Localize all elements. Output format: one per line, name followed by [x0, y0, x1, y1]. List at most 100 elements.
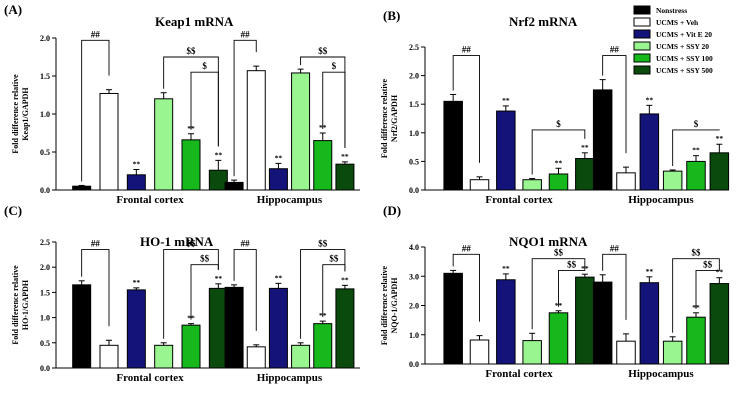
bar — [616, 172, 636, 191]
legend-swatch — [633, 17, 651, 27]
bar — [268, 287, 288, 369]
bar — [592, 89, 613, 191]
bar — [224, 286, 244, 369]
comparison-bracket — [322, 71, 346, 148]
bar — [246, 346, 266, 369]
bar — [335, 288, 355, 369]
bar — [246, 70, 266, 191]
chart-title: HO-1 mRNA — [140, 234, 214, 249]
bar — [224, 181, 244, 191]
y-tick-label: 2.0 — [409, 72, 419, 81]
bracket-label: ## — [610, 45, 620, 55]
y-tick-label: 0.0 — [409, 360, 419, 369]
bar — [291, 72, 311, 191]
y-axis-label: Fold difference relative — [380, 265, 389, 345]
y-tick-label: 0.5 — [40, 339, 50, 348]
comparison-bracket — [163, 249, 219, 339]
bracket-label: $ — [556, 119, 561, 129]
legend-entry: Nonstress — [656, 6, 687, 15]
category-label: Frontal cortex — [485, 368, 553, 380]
category-label: Hippocampus — [628, 368, 694, 380]
bracket-label: $$ — [567, 259, 577, 269]
significance-label: ** — [341, 152, 349, 161]
significance-label: ** — [692, 146, 700, 155]
comparison-bracket — [531, 258, 586, 330]
bracket-label: $ — [332, 61, 337, 71]
bar — [469, 179, 490, 191]
bar — [686, 316, 706, 365]
comparison-bracket — [452, 253, 480, 322]
bar — [709, 152, 730, 191]
significance-label: ** — [275, 153, 283, 162]
bracket-label: $$ — [703, 259, 713, 269]
bar — [126, 174, 146, 191]
significance-label: ** — [502, 264, 510, 273]
bar — [335, 163, 355, 191]
y-tick-label: 0.5 — [40, 148, 50, 157]
comparison-bracket — [81, 39, 110, 182]
significance-label: ** — [716, 134, 724, 143]
chart-panel-0: (A) Keap1 mRNA Fold difference relative Kea… — [4, 2, 360, 206]
bracket-label: ## — [462, 45, 472, 55]
bar — [592, 281, 613, 365]
bracket-label: $$ — [554, 248, 564, 258]
comparison-bracket — [672, 129, 720, 166]
chart-title: NQO1 mRNA — [509, 234, 588, 249]
bar — [496, 279, 516, 365]
y-tick-label: 1.0 — [409, 331, 419, 340]
panel-letter: (B) — [383, 8, 400, 23]
comparison-bracket — [233, 39, 257, 177]
legend-swatch — [633, 53, 651, 63]
bar — [522, 340, 542, 365]
bracket-label: $$ — [200, 254, 210, 264]
panel-letter: (C) — [4, 203, 22, 218]
legend-swatch — [633, 41, 651, 51]
comparison-bracket — [558, 260, 586, 307]
legend-entry: UCMS + Veh — [656, 18, 699, 27]
significance-label: ** — [275, 273, 283, 282]
bracket-label: ## — [241, 29, 251, 39]
comparison-bracket — [672, 258, 720, 333]
comparison-bracket — [190, 264, 219, 320]
y-tick-label: 0.0 — [40, 364, 50, 373]
bar — [575, 158, 595, 191]
significance-label: ** — [502, 96, 510, 105]
comparison-bracket — [531, 129, 586, 175]
y-tick-label: 0.0 — [409, 186, 419, 195]
comparison-bracket — [322, 264, 346, 318]
bracket-label: $$ — [187, 239, 197, 249]
bar — [181, 139, 201, 191]
chart-panel-1: (B) Nrf2 mRNA Fold difference relative Nrf2… — [380, 8, 730, 206]
comparison-bracket — [452, 55, 480, 163]
legend-entry: UCMS + Vit E 20 — [656, 30, 712, 39]
bar — [496, 110, 516, 191]
bar — [522, 179, 542, 191]
bar — [662, 170, 683, 191]
y-tick-label: 2.5 — [409, 43, 419, 52]
significance-label: ** — [555, 158, 563, 167]
legend-swatch — [633, 5, 651, 15]
comparison-bracket — [190, 71, 219, 147]
y-tick-label: 2.0 — [409, 302, 419, 311]
bracket-label: $$ — [187, 46, 197, 56]
category-label: Frontal cortex — [116, 372, 184, 384]
bar — [686, 160, 706, 191]
y-tick-label: 2.5 — [40, 238, 50, 247]
y-tick-label: 2.0 — [40, 34, 50, 43]
bracket-label: $$ — [318, 239, 328, 249]
bar — [268, 168, 288, 191]
bar — [99, 92, 119, 191]
y-tick-label: 1.5 — [40, 288, 50, 297]
legend-swatch — [633, 65, 651, 75]
chart-panel-3: (D) NQO1 mRNA Fold difference relative NQO-… — [380, 203, 730, 380]
significance-label: ** — [215, 150, 223, 159]
y-axis-label: Fold difference relative — [380, 78, 389, 158]
comparison-bracket — [695, 263, 720, 309]
y-tick-label: 1.0 — [409, 129, 419, 138]
bar — [72, 185, 92, 191]
legend-entry: UCMS + SSY 500 — [656, 66, 713, 75]
bracket-label: ## — [610, 243, 620, 253]
category-label: Frontal cortex — [485, 194, 553, 206]
significance-label: ** — [646, 267, 654, 276]
